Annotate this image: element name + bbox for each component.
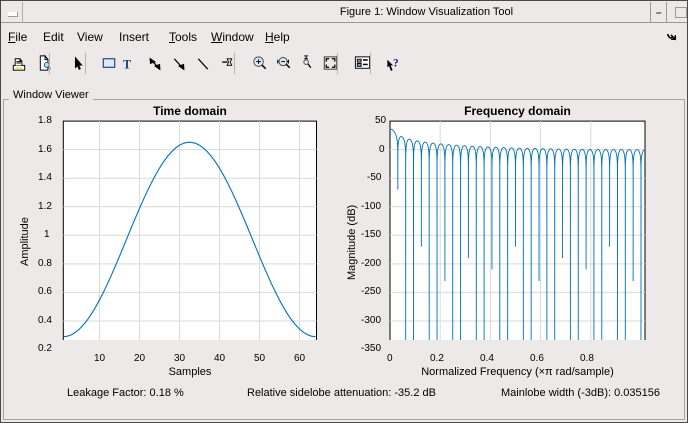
svg-text:?: ? bbox=[393, 57, 399, 69]
svg-text:T: T bbox=[123, 57, 132, 71]
